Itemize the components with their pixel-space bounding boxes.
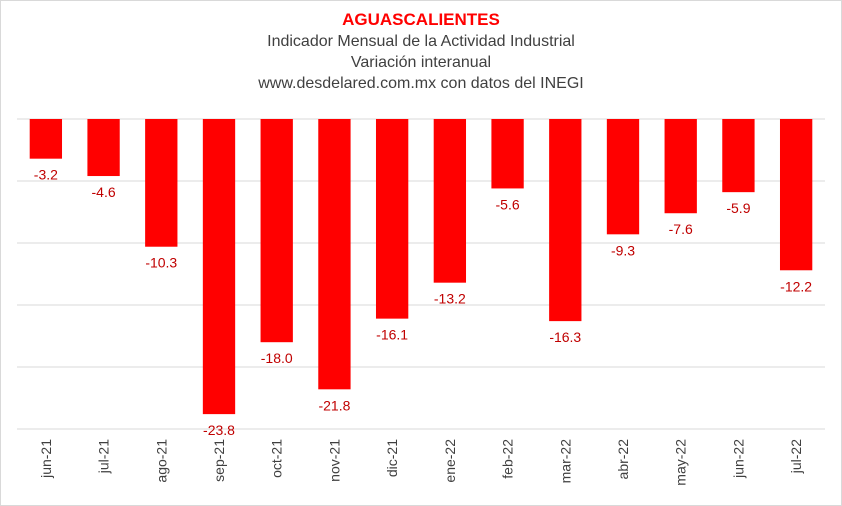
x-tick-label-jun-22: jun-22 [730, 439, 746, 479]
x-tick-label-ene-22: ene-22 [442, 439, 458, 483]
data-label-may-22: -7.6 [669, 221, 693, 237]
bar-feb-22 [491, 119, 524, 189]
bar-ago-21 [145, 119, 178, 247]
data-label-jun-21: -3.2 [34, 167, 58, 183]
x-tick-label-jul-22: jul-22 [788, 439, 804, 474]
data-label-ago-21: -10.3 [145, 255, 177, 271]
data-label-oct-21: -18.0 [261, 350, 293, 366]
bar-abr-22 [606, 119, 640, 235]
chart-title-block: AGUASCALIENTES Indicador Mensual de la A… [1, 9, 841, 94]
chart-title: AGUASCALIENTES [342, 10, 500, 29]
data-label-feb-22: -5.6 [496, 196, 520, 212]
x-tick-label-oct-21: oct-21 [269, 439, 285, 478]
bar-dic-21 [375, 119, 409, 319]
chart-subtitle-2: Variación interanual [350, 54, 492, 71]
x-tick-label-feb-22: feb-22 [500, 439, 516, 479]
bar-may-22 [664, 119, 697, 214]
gridlines [17, 118, 825, 430]
bar-mar-22 [549, 119, 582, 322]
bar-jul-21 [87, 119, 120, 177]
bar-jul-22 [779, 119, 813, 271]
data-label-sep-21: -23.8 [203, 422, 235, 438]
x-axis-tick-labels: jun-21 jul-21 ago-21 sep-21 oct-21 nov-21 dic-… [38, 439, 804, 486]
data-label-dic-21: -16.1 [376, 327, 408, 343]
chart-subtitle-1: Indicador Mensual de la Actividad Indust… [267, 33, 575, 50]
data-labels: -3.2 -4.6 -10.3 -23.8 -18.0 -21.8 -16.1 -13.2 -5… [34, 167, 813, 438]
data-label-jun-22: -5.9 [726, 200, 750, 216]
x-tick-label-jun-21: jun-21 [38, 439, 54, 479]
x-tick-label-mar-22: mar-22 [557, 439, 573, 484]
x-tick-label-may-22: may-22 [673, 439, 689, 486]
x-tick-label-dic-21: dic-21 [384, 439, 400, 477]
x-tick-label-ago-21: ago-21 [153, 439, 169, 483]
data-label-abr-22: -9.3 [611, 242, 635, 258]
bar-sep-21 [202, 119, 236, 415]
bar-jun-22 [722, 119, 755, 193]
data-label-jul-22: -12.2 [780, 278, 812, 294]
x-tick-label-abr-22: abr-22 [615, 439, 631, 480]
chart-subtitle-3: www.desdelared.com.mx con datos del INEG… [258, 75, 584, 92]
x-tick-label-jul-21: jul-21 [96, 439, 112, 474]
x-tick-label-sep-21: sep-21 [211, 439, 227, 482]
bar-series [29, 119, 813, 415]
data-label-mar-22: -16.3 [549, 329, 581, 345]
data-label-ene-22: -13.2 [434, 291, 466, 307]
data-label-nov-21: -21.8 [318, 397, 350, 413]
bar-oct-21 [260, 119, 293, 343]
x-tick-label-nov-21: nov-21 [326, 439, 342, 482]
bar-nov-21 [318, 119, 351, 390]
bar-ene-22 [433, 119, 467, 283]
data-label-jul-21: -4.6 [92, 184, 116, 200]
bar-jun-21 [29, 119, 63, 159]
